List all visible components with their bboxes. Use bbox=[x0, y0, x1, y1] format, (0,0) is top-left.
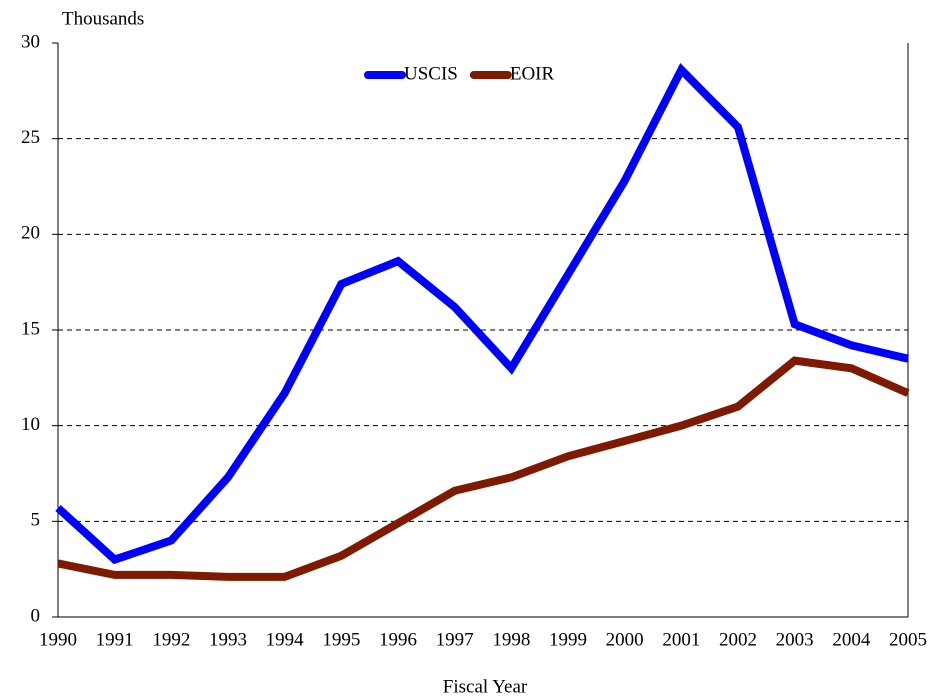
x-tick-label: 2000 bbox=[606, 629, 644, 650]
x-tick-label: 2005 bbox=[889, 629, 927, 650]
y-tick-label: 0 bbox=[31, 605, 41, 626]
x-tick-label: 1991 bbox=[96, 629, 134, 650]
x-tick-label: 1999 bbox=[549, 629, 587, 650]
x-tick-label: 1997 bbox=[436, 629, 474, 650]
x-tick-label: 1996 bbox=[379, 629, 417, 650]
x-tick-label: 2002 bbox=[719, 629, 757, 650]
y-tick-label: 5 bbox=[31, 510, 41, 531]
x-tick-label: 2003 bbox=[776, 629, 814, 650]
x-tick-label: 1992 bbox=[152, 629, 190, 650]
y-tick-label: 25 bbox=[21, 127, 40, 148]
x-tick-label: 1993 bbox=[209, 629, 247, 650]
y-axis-label: Thousands bbox=[62, 8, 144, 29]
y-tick-label: 10 bbox=[21, 414, 40, 435]
x-tick-label: 1995 bbox=[322, 629, 360, 650]
y-tick-label: 30 bbox=[21, 31, 40, 52]
x-tick-label: 2001 bbox=[662, 629, 700, 650]
x-tick-label: 1990 bbox=[39, 629, 77, 650]
x-axis-label: Fiscal Year bbox=[443, 676, 528, 697]
legend-label: USCIS bbox=[404, 63, 458, 84]
x-tick-label: 1994 bbox=[266, 629, 305, 650]
series-line bbox=[55, 63, 909, 565]
y-tick-label: 15 bbox=[21, 318, 40, 339]
x-tick-label: 1998 bbox=[492, 629, 530, 650]
x-tick-label: 2004 bbox=[832, 629, 871, 650]
series-line bbox=[57, 356, 910, 581]
y-tick-label: 20 bbox=[21, 223, 40, 244]
legend-label: EOIR bbox=[510, 63, 555, 84]
